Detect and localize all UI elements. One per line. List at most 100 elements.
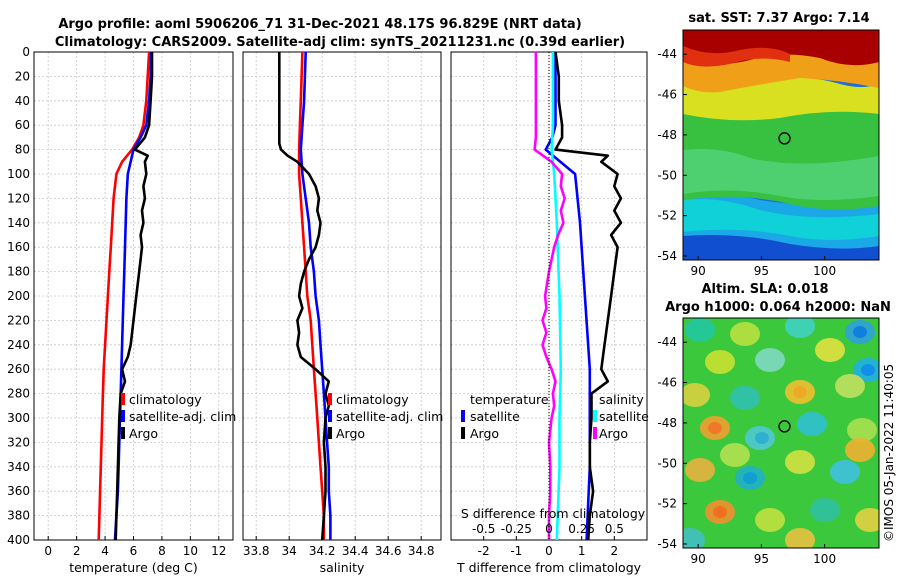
depth-tick-label: 140 — [7, 216, 30, 230]
argo-float-marker — [778, 420, 791, 433]
depth-tick-label: 240 — [7, 338, 30, 352]
depth-tick-label: 300 — [7, 411, 30, 425]
depth-tick-label: 340 — [7, 460, 30, 474]
sla-anomaly-core — [713, 506, 727, 518]
sst-red-band — [683, 46, 790, 67]
sst-map-title: sat. SST: 7.37 Argo: 7.14 — [688, 11, 869, 26]
s-tick-label: -0.5 — [472, 522, 495, 536]
sla-map-subtitle: Argo h1000: 0.064 h2000: NaN — [665, 300, 891, 315]
depth-tick-label: 380 — [7, 509, 30, 523]
sla-map-frame — [682, 317, 880, 549]
series-group — [97, 52, 154, 540]
series-group — [277, 52, 332, 540]
sla-anomaly-blob — [810, 498, 840, 522]
salinity-difference-axis-label: S difference from climatology — [461, 506, 646, 521]
temperature-panel: 0204060801001201401601802002202402602803… — [7, 45, 236, 575]
x-axis-label: salinity — [320, 560, 365, 575]
x-tick-label: 10 — [183, 544, 198, 558]
sla-anomaly-blob — [683, 383, 710, 407]
legend-label: salinity — [599, 392, 644, 407]
sla-anomaly-blob — [685, 318, 715, 342]
x-tick-label: 0 — [44, 544, 52, 558]
map-y-tick-label: -48 — [657, 128, 677, 142]
series-line-argo — [114, 52, 154, 540]
depth-tick-label: 40 — [15, 94, 30, 108]
map-y-tick-label: -54 — [657, 249, 677, 263]
x-tick-label: 4 — [101, 544, 109, 558]
sla-anomaly-core — [743, 472, 757, 484]
sla-anomaly-blob — [830, 460, 860, 484]
depth-tick-label: 160 — [7, 240, 30, 254]
sla-map-axes: 90 95 100 -44 -46 -48 -50 -52 -54 — [657, 335, 836, 566]
sla-anomaly-blob — [847, 418, 877, 442]
map-x-tick-label: 95 — [754, 552, 769, 566]
sla-map — [683, 318, 879, 548]
sla-anomaly-core — [708, 422, 722, 434]
sla-anomaly-blob — [797, 412, 827, 436]
depth-tick-label: 0 — [22, 45, 30, 59]
depth-tick-label: 100 — [7, 167, 30, 181]
sla-anomaly-core — [793, 386, 807, 398]
depth-tick-label: 360 — [7, 484, 30, 498]
series-line-salinity-satellite — [550, 52, 563, 540]
legend-label: temperature — [470, 392, 549, 407]
sla-anomaly-blob — [730, 322, 760, 346]
figure-title-line2: Climatology: CARS2009. Satellite-adj cli… — [55, 35, 625, 50]
legend-swatch — [328, 393, 332, 405]
x-tick-label: 34.6 — [375, 544, 402, 558]
legend-swatch — [121, 393, 125, 405]
figure-title-line1: Argo profile: aoml 5906206_71 31-Dec-202… — [58, 17, 581, 32]
x-tick-label: 1 — [578, 544, 586, 558]
map-y-tick-label: -50 — [657, 168, 677, 182]
legend-swatch — [328, 427, 332, 439]
x-axis-label: temperature (deg C) — [69, 560, 198, 575]
x-tick-label: 34.2 — [309, 544, 336, 558]
map-x-tick-label: 95 — [754, 264, 769, 278]
sla-anomaly-blob — [755, 348, 785, 372]
legend-swatch — [461, 410, 465, 422]
x-tick-label: 12 — [211, 544, 226, 558]
x-tick-label: 33.8 — [243, 544, 270, 558]
legend-swatch — [121, 427, 125, 439]
x-tick-label: -2 — [478, 544, 490, 558]
map-y-tick-label: -46 — [657, 376, 677, 390]
depth-tick-label: 320 — [7, 435, 30, 449]
depth-tick-label: 200 — [7, 289, 30, 303]
legend-label: satellite-adj. clim — [336, 409, 443, 424]
map-x-tick-label: 100 — [813, 264, 836, 278]
sst-map — [683, 30, 879, 260]
legend-label: climatology — [336, 392, 409, 407]
sla-anomaly-blob — [685, 458, 715, 482]
x-axis-label: T difference from climatology — [456, 560, 642, 575]
sla-anomaly-blob — [785, 318, 815, 338]
sla-anomaly-blob — [785, 528, 815, 548]
map-y-tick-label: -54 — [657, 537, 677, 551]
argo-float-marker — [778, 132, 791, 145]
map-x-tick-label: 90 — [691, 552, 706, 566]
salinity-panel: 33.8 34 34.2 34.4 34.6 34.8 salinity climatolog… — [242, 51, 443, 575]
legend-swatch — [461, 427, 465, 439]
s-tick-label: 0.25 — [568, 522, 595, 536]
sla-anomaly-blob — [755, 508, 785, 532]
s-tick-label: -0.25 — [501, 522, 532, 536]
depth-tick-label: 280 — [7, 387, 30, 401]
imos-timestamp: ©IMOS 05-Jan-2022 11:40:05 — [882, 364, 896, 542]
depth-tick-label: 220 — [7, 313, 30, 327]
sla-anomaly-blob — [730, 386, 760, 410]
depth-tick-label: 60 — [15, 118, 30, 132]
depth-tick-label: 260 — [7, 362, 30, 376]
series-line-satellite-adj-clim — [299, 52, 332, 540]
difference-panel: -2 -1 0 1 2 T difference from climatology temp… — [450, 51, 649, 575]
sla-anomaly-blob — [683, 528, 705, 548]
legend-swatch — [593, 427, 597, 439]
sla-anomaly-blob — [785, 450, 815, 474]
x-tick-label: 6 — [130, 544, 138, 558]
sst-map-axes: 90 95 100 -44 -46 -48 -50 -52 -54 — [657, 47, 836, 278]
map-y-tick-label: -52 — [657, 209, 677, 223]
map-x-tick-label: 90 — [691, 264, 706, 278]
sst-cyan-band — [683, 199, 879, 240]
s-tick-label: 0.5 — [605, 522, 624, 536]
series-line-temperature-argo — [554, 52, 623, 540]
sla-anomaly-core — [755, 432, 769, 444]
